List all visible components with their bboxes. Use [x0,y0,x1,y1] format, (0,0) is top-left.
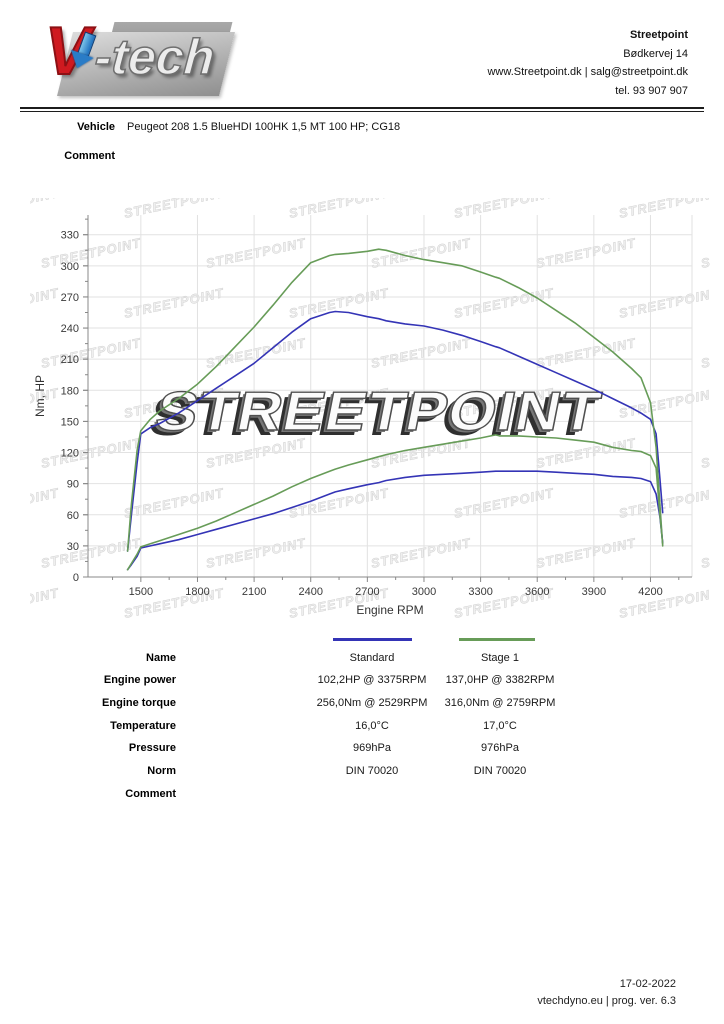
svg-text:240: 240 [61,323,79,335]
svg-text:STREETPOINT: STREETPOINT [205,535,308,571]
header-divider [20,107,704,112]
row-label-pressure: Pressure [128,742,176,754]
dyno-chart: STREETPOINT STREETPOINT STREETPOINT STREETP… [0,185,724,623]
svg-text:STREETPOINT: STREETPOINT [30,485,60,521]
svg-text:STREETPOINT: STREETPOINT [30,198,60,221]
row-norm-stage1: DIN 70020 [473,765,527,777]
vehicle-value: Peugeot 208 1.5 BlueHDI 100HK 1,5 MT 100… [127,121,401,133]
svg-text:3900: 3900 [582,586,606,598]
svg-text:180: 180 [61,385,79,397]
svg-text:STREETPOINT: STREETPOINT [453,198,556,221]
svg-text:330: 330 [61,230,79,242]
svg-text:210: 210 [61,354,79,366]
svg-text:2700: 2700 [355,586,379,598]
row-comment-stage1 [437,786,563,802]
row-comment-standard [292,786,452,802]
svg-text:0: 0 [73,572,79,584]
svg-text:STREETPOINT: STREETPOINT [123,485,226,521]
svg-text:STREETPOINT: STREETPOINT [618,485,710,521]
svg-text:300: 300 [61,261,79,273]
svg-text:2100: 2100 [242,586,266,598]
company-address: Bødkervej 14 [623,47,688,60]
svg-text:STREETPOINT: STREETPOINT [40,535,143,571]
svg-text:STREETPOINT: STREETPOINT [618,198,710,221]
svg-text:STREETPOINT: STREETPOINT [40,335,143,371]
svg-text:STREETPOINT: STREETPOINT [453,285,556,321]
row-norm-standard: DIN 70020 [345,765,399,777]
svg-text:270: 270 [61,292,79,304]
row-label-name: Name [146,652,176,664]
svg-text:STREETPOINT: STREETPOINT [700,435,710,471]
row-temperature-stage1: 17,0°C [483,720,517,732]
row-label-engine-torque: Engine torque [102,697,176,709]
footer-program-version: vtechdyno.eu | prog. ver. 6.3 [537,995,676,1007]
svg-text:STREETPOINT: STREETPOINT [30,585,60,621]
comment-label: Comment [64,150,115,162]
svg-text:4200: 4200 [638,586,662,598]
svg-text:STREETPOINT: STREETPOINT [151,381,606,442]
svg-text:STREETPOINT: STREETPOINT [144,386,599,447]
svg-text:3300: 3300 [468,586,492,598]
row-label-engine-power: Engine power [103,674,176,686]
company-phone: tel. 93 907 907 [615,84,688,97]
svg-text:60: 60 [67,510,79,522]
footer-date: 17-02-2022 [619,978,676,990]
svg-text:STREETPOINT: STREETPOINT [700,335,710,371]
svg-text:1800: 1800 [185,586,209,598]
svg-text:STREETPOINT: STREETPOINT [700,535,710,571]
row-pressure-standard: 969hPa [353,742,391,754]
svg-text:STREETPOINT: STREETPOINT [123,285,226,321]
svg-text:3000: 3000 [412,586,436,598]
svg-text:STREETPOINT: STREETPOINT [288,198,391,221]
v-tech-logo: V -tech [44,12,240,104]
footer: 17-02-2022 vtechdyno.eu | prog. ver. 6.3 [537,976,676,1010]
svg-text:STREETPOINT: STREETPOINT [535,535,638,571]
company-web-email: www.Streetpoint.dk | salg@streetpoint.dk [487,66,688,78]
svg-text:STREETPOINT: STREETPOINT [370,335,473,371]
svg-text:Engine RPM: Engine RPM [356,603,423,617]
row-name-standard: Standard [349,652,395,664]
svg-text:STREETPOINT: STREETPOINT [453,485,556,521]
legend-line-stage1 [459,638,535,641]
legend-line-standard [333,638,412,641]
svg-text:90: 90 [67,479,79,491]
company-name: Streetpoint [629,29,688,41]
row-pressure-stage1: 976hPa [481,742,519,754]
svg-text:Nm, HP: Nm, HP [33,375,47,417]
row-label-comment: Comment [125,788,176,800]
row-label-norm: Norm [147,765,176,777]
svg-text:STREETPOINT: STREETPOINT [148,383,603,444]
row-temperature-standard: 16,0°C [355,720,389,732]
svg-text:STREETPOINT: STREETPOINT [618,285,710,321]
row-label-temperature: Temperature [110,720,176,732]
svg-text:STREETPOINT: STREETPOINT [30,285,60,321]
vehicle-label: Vehicle [77,121,115,133]
logo-text-tech: -tech [92,28,217,86]
svg-text:2400: 2400 [298,586,322,598]
svg-text:STREETPOINT: STREETPOINT [205,335,308,371]
svg-text:1500: 1500 [129,586,153,598]
svg-text:STREETPOINT: STREETPOINT [288,285,391,321]
svg-text:STREETPOINT: STREETPOINT [123,198,226,221]
row-name-stage1: Stage 1 [481,652,519,664]
svg-text:STREETPOINT: STREETPOINT [535,335,638,371]
svg-text:3600: 3600 [525,586,549,598]
row-engine-torque-standard: 256,0Nm @ 2529RPM [316,697,428,709]
svg-text:STREETPOINT: STREETPOINT [700,235,710,271]
row-engine-power-stage1: 137,0HP @ 3382RPM [445,674,555,686]
row-engine-torque-stage1: 316,0Nm @ 2759RPM [444,697,556,709]
contact-block: Streetpoint Bødkervej 14 www.Streetpoint… [487,26,688,100]
svg-text:STREETPOINT: STREETPOINT [618,585,710,621]
svg-text:120: 120 [61,448,79,460]
svg-text:30: 30 [67,541,79,553]
svg-text:150: 150 [61,416,79,428]
svg-text:STREETPOINT: STREETPOINT [370,535,473,571]
row-engine-power-standard: 102,2HP @ 3375RPM [317,674,427,686]
